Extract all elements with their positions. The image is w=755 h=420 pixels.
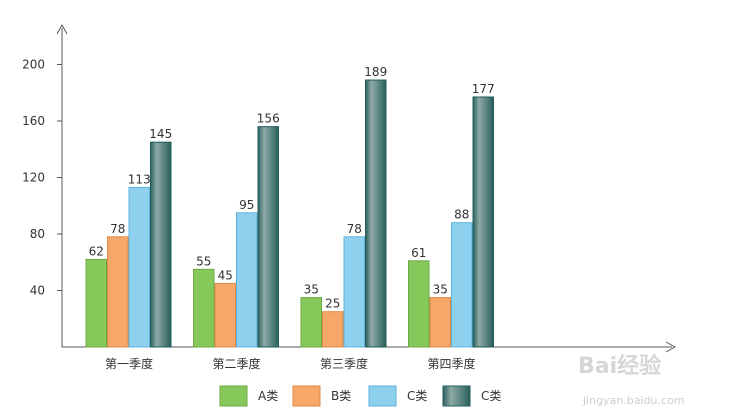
watermark-logo: Bai经验: [578, 353, 661, 379]
x-tick-label: 第二季度: [212, 356, 260, 371]
y-tick-label: 160: [22, 114, 45, 128]
bars: [85, 79, 494, 348]
legend-label: C类: [481, 389, 501, 403]
x-tick-label: 第一季度: [105, 356, 153, 371]
bar: [193, 268, 215, 348]
data-label: 113: [128, 172, 151, 186]
bar: [107, 236, 129, 348]
x-axis-arrow: [665, 341, 677, 353]
data-label: 156: [257, 112, 280, 126]
bar: [322, 311, 344, 348]
legend-swatch: [292, 385, 321, 407]
data-label: 61: [411, 246, 426, 260]
bar: [451, 222, 473, 348]
legend-label: A类: [258, 389, 278, 403]
data-label: 25: [325, 297, 340, 311]
data-label: 45: [218, 268, 233, 282]
bar: [300, 297, 322, 348]
legend: A类 B类 C类 C类: [219, 385, 501, 407]
x-tick-label: 第四季度: [427, 356, 475, 371]
legend-swatch: [219, 385, 248, 407]
data-label: 95: [239, 198, 254, 212]
data-labels: 62 78 113 145 55 45 95 156 35 25 78 189 61 35 88 177: [89, 65, 495, 311]
legend-swatch: [368, 385, 397, 407]
watermark-url: jingyan.baidu.com: [582, 394, 685, 407]
data-label: 78: [110, 222, 125, 236]
data-label: 88: [454, 208, 469, 222]
legend-label: C类: [407, 389, 427, 403]
data-label: 35: [304, 283, 319, 297]
bar: [150, 141, 172, 348]
x-axis-labels: 第一季度 第二季度 第三季度 第四季度: [105, 356, 476, 371]
bar: [214, 282, 236, 348]
bar: [429, 297, 451, 348]
bar: [408, 260, 430, 348]
bar: [472, 96, 494, 348]
data-label: 55: [196, 254, 211, 268]
y-tick-label: 40: [30, 284, 45, 298]
data-label: 177: [472, 82, 495, 96]
y-tick-label: 80: [30, 227, 45, 241]
y-tick-label: 120: [22, 171, 45, 185]
watermark: Bai经验 jingyan.baidu.com: [578, 353, 685, 407]
bar: [236, 212, 258, 348]
bar: [85, 258, 107, 348]
bar: [365, 79, 387, 348]
bar: [343, 236, 365, 348]
y-axis-arrow: [56, 23, 68, 35]
bar: [257, 126, 279, 348]
data-label: 145: [149, 127, 172, 141]
data-label: 35: [433, 283, 448, 297]
legend-swatch: [442, 385, 471, 407]
data-label: 78: [347, 222, 362, 236]
y-tick-label: 200: [22, 58, 45, 72]
data-label: 62: [89, 244, 104, 258]
y-axis-ticks: 40 80 120 160 200: [22, 58, 62, 298]
x-tick-label: 第三季度: [320, 356, 368, 371]
bar: [128, 186, 150, 348]
legend-label: B类: [331, 389, 351, 403]
data-label: 189: [364, 65, 387, 79]
